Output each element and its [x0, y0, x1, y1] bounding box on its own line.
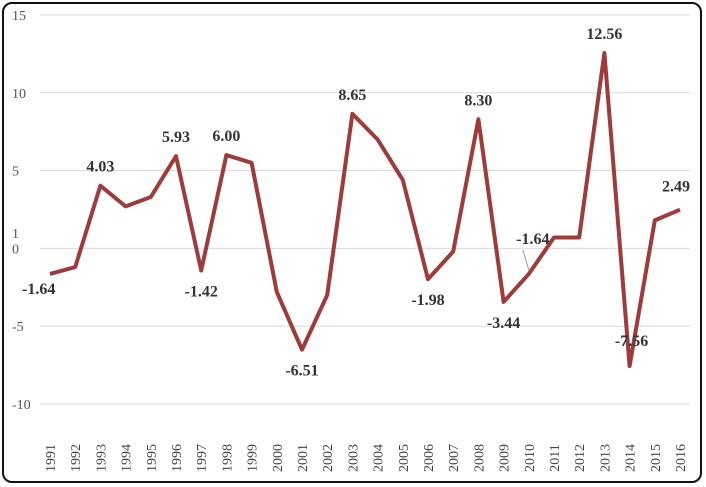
x-tick-label: 2007 [447, 444, 462, 472]
x-tick-label: 2009 [498, 444, 513, 472]
x-axis-ticks: 1991 1992 1993 1994 1995 1996 1997 1998 1999 2000… [44, 444, 689, 472]
x-tick-label: 2012 [573, 444, 588, 472]
data-label: 8.65 [338, 87, 366, 104]
chart-frame [2, 2, 702, 483]
x-tick-label: 1995 [145, 444, 160, 472]
data-labels: -1.64 4.03 5.93 -1.42 6.00 -6.51 8.65 -1.98 8.30… [22, 26, 690, 380]
series-line [49, 50, 681, 369]
data-label: -3.44 [487, 315, 520, 332]
x-tick-label: 2000 [271, 444, 286, 472]
x-tick-label: 2006 [422, 444, 437, 472]
series-layer [49, 50, 681, 369]
x-tick-label: 2008 [472, 444, 487, 472]
x-tick-label: 1997 [195, 444, 210, 472]
x-tick-label: 2013 [598, 444, 613, 472]
x-tick-label: 1993 [94, 444, 109, 472]
y-tick-label: -10 [12, 398, 31, 413]
y-axis-ticks: 15 10 5 10 -5 -10 [12, 9, 31, 413]
x-tick-label: 1998 [220, 444, 235, 472]
gridlines [40, 14, 690, 405]
x-tick-label: 2002 [321, 444, 336, 472]
x-tick-label: 2004 [372, 444, 387, 472]
x-tick-label: 2011 [548, 444, 563, 471]
x-tick-label: 2016 [674, 444, 689, 472]
data-label: -1.98 [411, 292, 444, 309]
y-tick-label: 5 [12, 165, 19, 180]
data-label: 4.03 [86, 159, 114, 176]
x-tick-label: 2010 [523, 444, 538, 472]
x-tick-label: 2001 [296, 444, 311, 472]
data-label: 5.93 [162, 129, 190, 146]
data-label: -1.64 [516, 231, 549, 248]
y-tick-label: 0 [12, 242, 19, 257]
x-tick-label: 1991 [44, 444, 59, 472]
leader-line [522, 249, 530, 271]
data-label: -1.64 [22, 281, 55, 298]
data-label: -7.56 [615, 333, 648, 350]
data-label: 12.56 [586, 26, 622, 43]
data-label: 6.00 [212, 128, 240, 145]
x-tick-label: 2005 [397, 444, 412, 472]
x-tick-label: 1999 [246, 444, 261, 472]
x-tick-label: 2014 [624, 444, 639, 472]
y-tick-label: 10 [12, 87, 26, 102]
x-tick-label: 2015 [649, 444, 664, 472]
data-label: -1.42 [185, 283, 218, 300]
y-tick-label: 15 [12, 9, 26, 24]
data-label: 8.30 [464, 92, 492, 109]
x-tick-label: 1996 [170, 444, 185, 472]
y-tick-label: -5 [12, 320, 24, 335]
data-label: -6.51 [285, 363, 318, 380]
y-tick-label: 1 [12, 227, 19, 242]
x-tick-label: 2003 [346, 444, 361, 472]
x-tick-label: 1992 [69, 444, 84, 472]
x-tick-label: 1994 [120, 444, 135, 472]
data-label: 2.49 [662, 179, 690, 196]
